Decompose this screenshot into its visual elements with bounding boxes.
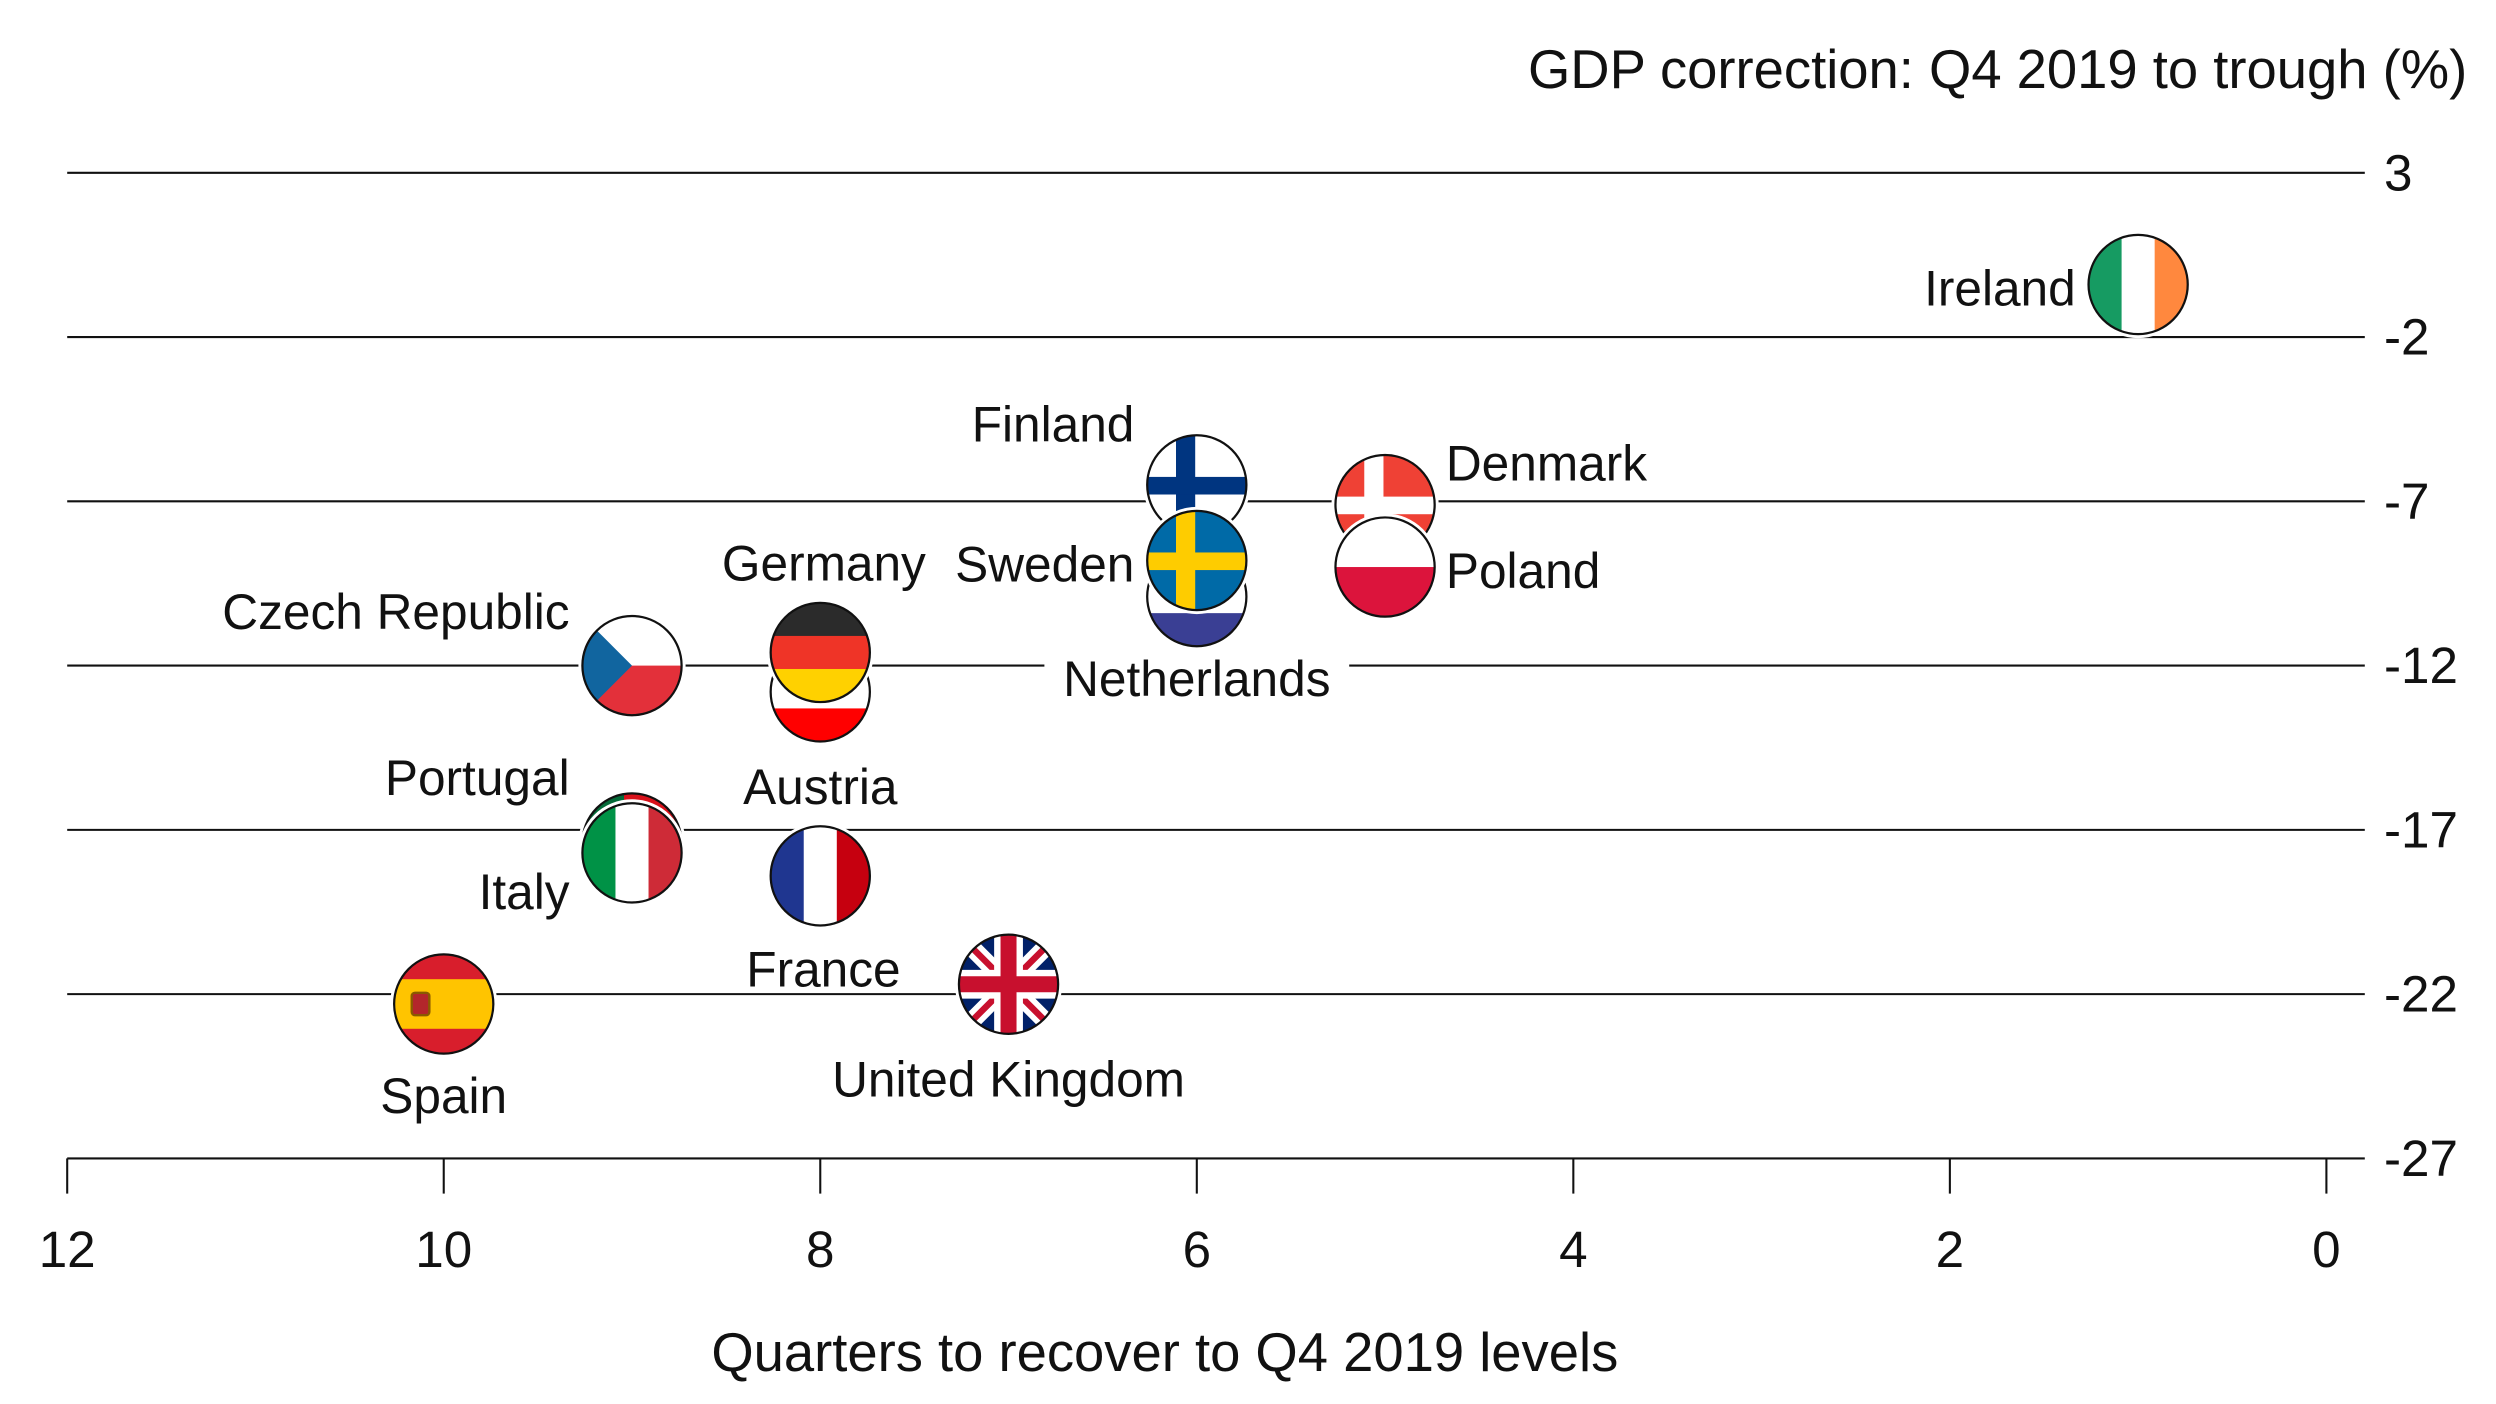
data-point-germany xyxy=(766,598,874,707)
x-axis-label: Quarters to recover to Q4 2019 levels xyxy=(711,1322,1618,1383)
x-axis: 12 10 8 6 4 2 0 xyxy=(39,1158,2341,1278)
data-point-ireland xyxy=(2084,230,2192,339)
y-tick-label: -27 xyxy=(2384,1130,2458,1187)
uk-flag-icon xyxy=(958,934,1059,1034)
x-tick-label: 12 xyxy=(39,1221,96,1278)
data-point-finland xyxy=(1143,431,1251,539)
x-tick-label: 2 xyxy=(1936,1221,1964,1278)
point-label: Czech Republic xyxy=(222,584,569,640)
point-label: Denmark xyxy=(1446,436,1647,492)
marker-outline xyxy=(957,933,1060,1035)
x-tick-label: 0 xyxy=(2312,1221,2340,1278)
marker-outline xyxy=(1146,509,1248,612)
x-tick-label: 6 xyxy=(1183,1221,1211,1278)
chart-title: GDP correction: Q4 2019 to trough (%) xyxy=(1528,39,2467,100)
y-tick-label: -2 xyxy=(2384,309,2430,366)
y-tick-label: -7 xyxy=(2384,473,2430,530)
data-point-uk xyxy=(954,930,1063,1038)
point-label: United Kingdom xyxy=(832,1051,1185,1107)
point-label: Austria xyxy=(743,759,898,815)
data-point-czech xyxy=(578,612,686,720)
point-label: Ireland xyxy=(1924,260,2076,316)
point-label: Sweden xyxy=(955,536,1134,592)
point-label: Portugal xyxy=(385,750,570,806)
point-label: Poland xyxy=(1446,543,1600,599)
marker-outline xyxy=(769,601,871,704)
y-tick-label: -22 xyxy=(2384,966,2458,1023)
marker-outline xyxy=(2087,233,2189,336)
marker-outline xyxy=(393,953,495,1055)
x-tick-label: 10 xyxy=(415,1221,472,1278)
y-tick-label: 3 xyxy=(2384,144,2412,201)
marker-outline xyxy=(581,614,683,717)
point-label: Spain xyxy=(380,1068,507,1124)
point-label: Italy xyxy=(479,864,570,920)
y-tick-label: -12 xyxy=(2384,637,2458,694)
data-point-france xyxy=(766,822,874,930)
data-point-spain xyxy=(390,950,498,1058)
sweden-flag-icon xyxy=(1147,510,1247,611)
point-label: Finland xyxy=(972,397,1135,453)
point-label: France xyxy=(746,941,900,997)
data-point-italy xyxy=(578,799,686,907)
y-tick-label: -17 xyxy=(2384,801,2458,858)
data-point-poland xyxy=(1331,513,1439,621)
data-points: Ireland Netherlands Finland Sweden Denmark Po… xyxy=(222,230,2192,1124)
x-tick-label: 8 xyxy=(806,1221,834,1278)
marker-outline xyxy=(1334,516,1436,618)
point-label: Netherlands xyxy=(1063,651,1330,707)
label-background xyxy=(1044,651,1350,712)
point-label: Germany xyxy=(722,535,926,591)
marker-outline xyxy=(581,802,683,904)
x-tick-label: 4 xyxy=(1559,1221,1587,1278)
data-point-sweden xyxy=(1143,506,1251,615)
marker-outline xyxy=(769,825,871,927)
